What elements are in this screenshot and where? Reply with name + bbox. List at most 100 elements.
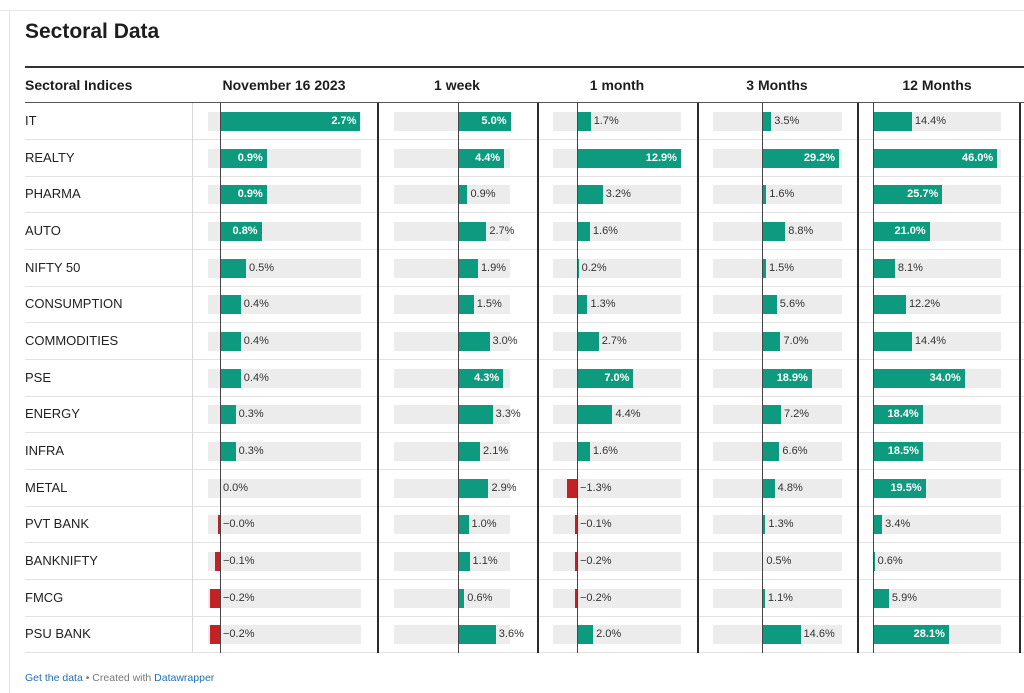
bar-3-months-realty[interactable] [762, 149, 840, 168]
column-header-1-week[interactable]: 1 week [434, 77, 480, 93]
bar-1-week-commodities[interactable] [458, 332, 490, 351]
value-label: 1.1% [767, 592, 793, 604]
column-header-november-16-2023[interactable]: November 16 2023 [222, 77, 346, 93]
bar-1-week-pharma[interactable] [458, 185, 468, 204]
bar-12-months-consumption[interactable] [873, 295, 906, 314]
bar-3-months-auto[interactable] [762, 222, 786, 241]
bar-november-16-2023-consumption[interactable] [220, 295, 241, 314]
bar-november-16-2023-pharma[interactable] [220, 185, 267, 204]
bar-november-16-2023-pse[interactable] [220, 369, 241, 388]
bar-november-16-2023-pvt-bank[interactable] [218, 515, 220, 534]
bar-1-month-metal[interactable] [566, 479, 577, 498]
bar-1-week-nifty-50[interactable] [458, 259, 478, 278]
row-divider [25, 469, 1024, 470]
bar-1-week-consumption[interactable] [458, 295, 474, 314]
bar-1-week-pvt-bank[interactable] [458, 515, 469, 534]
bar-1-week-realty[interactable] [458, 149, 505, 168]
bar-1-month-realty[interactable] [577, 149, 681, 168]
table-row: IT 2.7% 5.0% 1.7% 3.5% 14.4% [25, 103, 1024, 140]
bar-november-16-2023-infra[interactable] [220, 442, 236, 461]
bar-1-month-consumption[interactable] [577, 295, 588, 314]
bar-1-month-it[interactable] [577, 112, 591, 131]
bar-3-months-fmcg[interactable] [762, 589, 765, 608]
bar-track [873, 589, 1001, 608]
bar-12-months-nifty-50[interactable] [873, 259, 895, 278]
column-header-12-months[interactable]: 12 Months [902, 77, 972, 93]
bar-12-months-pse[interactable] [873, 369, 965, 388]
value-label: 1.3% [590, 298, 616, 310]
bar-november-16-2023-nifty-50[interactable] [220, 259, 246, 278]
bar-12-months-it[interactable] [873, 112, 912, 131]
bar-12-months-auto[interactable] [873, 222, 930, 241]
bar-1-week-infra[interactable] [458, 442, 481, 461]
bar-3-months-pharma[interactable] [762, 185, 767, 204]
bar-1-month-fmcg[interactable] [575, 589, 577, 608]
bar-3-months-pvt-bank[interactable] [762, 515, 766, 534]
bar-3-months-psu-bank[interactable] [762, 625, 801, 644]
column-header-1-month[interactable]: 1 month [589, 77, 645, 93]
bar-3-months-nifty-50[interactable] [762, 259, 766, 278]
bar-1-month-pse[interactable] [577, 369, 634, 388]
bar-3-months-commodities[interactable] [762, 332, 781, 351]
bar-1-week-it[interactable] [458, 112, 511, 131]
bar-track [553, 552, 681, 571]
column-header-sectoral-indices[interactable]: Sectoral Indices [25, 77, 133, 93]
bar-november-16-2023-auto[interactable] [220, 222, 262, 241]
bar-12-months-pvt-bank[interactable] [873, 515, 883, 534]
value-label: 7.0% [604, 372, 630, 384]
bar-1-week-metal[interactable] [458, 479, 489, 498]
bar-1-month-banknifty[interactable] [575, 552, 577, 571]
bar-3-months-energy[interactable] [762, 405, 781, 424]
bar-1-week-psu-bank[interactable] [458, 625, 496, 644]
value-label: 2.7% [331, 115, 357, 127]
bar-12-months-metal[interactable] [873, 479, 926, 498]
footer-separator: • Created with [82, 672, 155, 684]
bar-1-week-auto[interactable] [458, 222, 487, 241]
bar-1-week-fmcg[interactable] [458, 589, 465, 608]
bar-12-months-realty[interactable] [873, 149, 998, 168]
get-the-data-link[interactable]: Get the data [25, 672, 83, 684]
bar-3-months-pse[interactable] [762, 369, 812, 388]
value-label: 0.6% [467, 592, 493, 604]
bar-12-months-commodities[interactable] [873, 332, 912, 351]
bar-1-month-psu-bank[interactable] [577, 625, 594, 644]
bar-1-week-pse[interactable] [458, 369, 504, 388]
bar-november-16-2023-energy[interactable] [220, 405, 236, 424]
bar-track [394, 185, 510, 204]
bar-1-month-infra[interactable] [577, 442, 590, 461]
datawrapper-link[interactable]: Datawrapper [154, 672, 215, 684]
bar-november-16-2023-psu-bank[interactable] [209, 625, 220, 644]
bar-12-months-fmcg[interactable] [873, 589, 889, 608]
bar-november-16-2023-banknifty[interactable] [214, 552, 220, 571]
bar-november-16-2023-commodities[interactable] [220, 332, 241, 351]
bar-12-months-infra[interactable] [873, 442, 923, 461]
bar-november-16-2023-it[interactable] [220, 112, 361, 131]
bar-3-months-metal[interactable] [762, 479, 775, 498]
bar-track [208, 479, 361, 498]
value-label: 4.8% [777, 482, 803, 494]
bar-november-16-2023-fmcg[interactable] [209, 589, 220, 608]
bar-1-week-energy[interactable] [458, 405, 493, 424]
column-header-3-months[interactable]: 3 Months [746, 77, 808, 93]
bar-12-months-psu-bank[interactable] [873, 625, 949, 644]
bar-3-months-consumption[interactable] [762, 295, 777, 314]
bar-3-months-infra[interactable] [762, 442, 780, 461]
table-row: PSE 0.4% 4.3% 7.0% 18.9% 34.0% [25, 360, 1024, 397]
bar-1-month-commodities[interactable] [577, 332, 599, 351]
value-label: 2.0% [596, 628, 622, 640]
bar-1-month-energy[interactable] [577, 405, 613, 424]
row-divider [25, 139, 1024, 140]
bar-1-month-pvt-bank[interactable] [575, 515, 577, 534]
bar-1-month-pharma[interactable] [577, 185, 603, 204]
bar-1-month-auto[interactable] [577, 222, 590, 241]
bar-12-months-energy[interactable] [873, 405, 923, 424]
value-label: 0.0% [223, 482, 249, 494]
row-divider [25, 616, 1024, 617]
bar-3-months-it[interactable] [762, 112, 772, 131]
value-label: 4.4% [615, 408, 641, 420]
bar-track [713, 185, 842, 204]
bar-november-16-2023-realty[interactable] [220, 149, 267, 168]
bar-1-week-banknifty[interactable] [458, 552, 470, 571]
bar-12-months-pharma[interactable] [873, 185, 943, 204]
value-label: 0.6% [877, 555, 903, 567]
